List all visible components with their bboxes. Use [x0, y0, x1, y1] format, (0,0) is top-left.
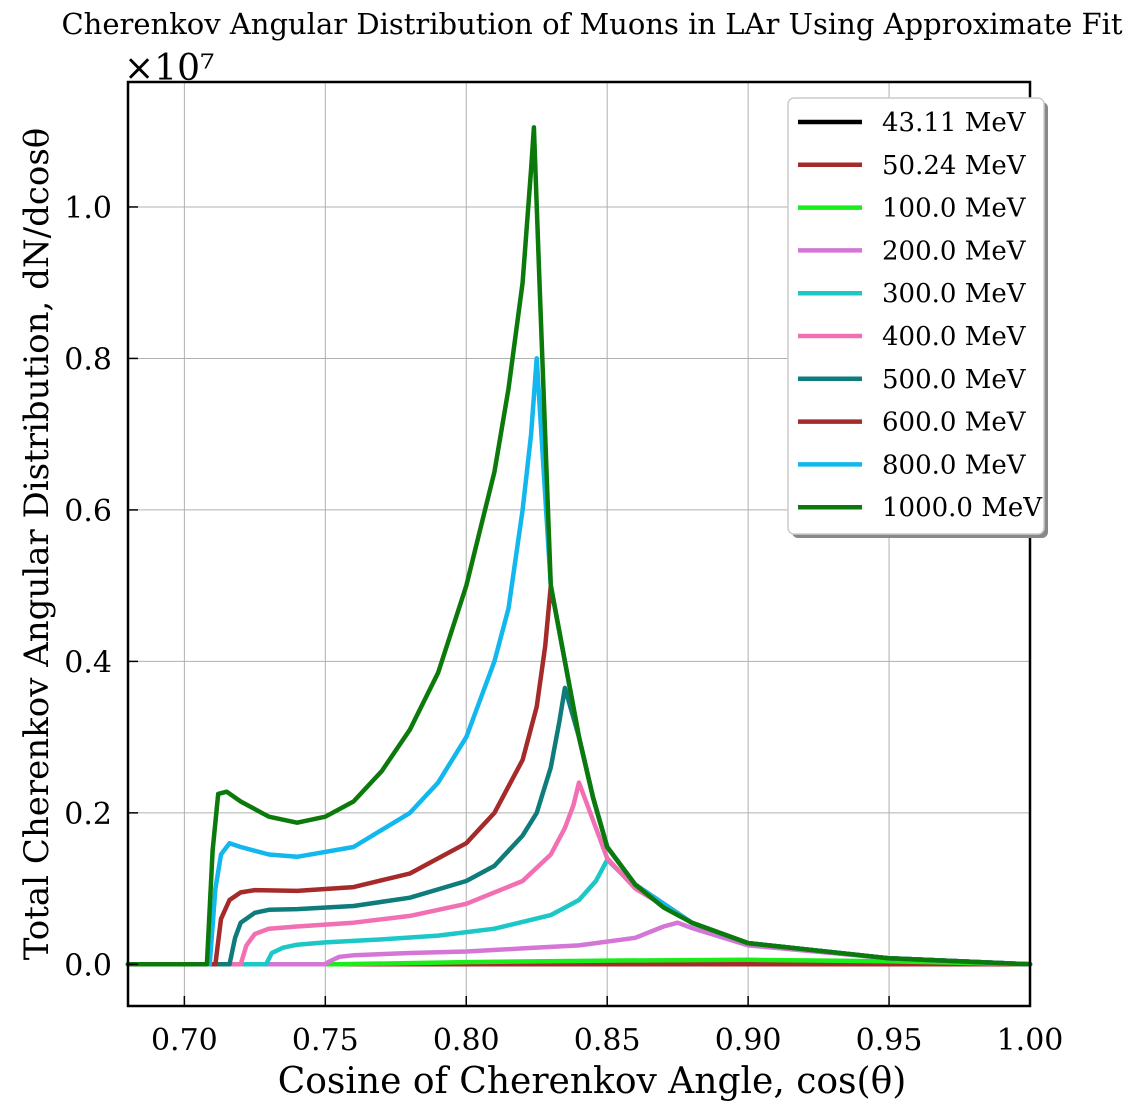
x-tick-label: 0.75: [292, 1023, 359, 1058]
x-tick-label: 0.90: [715, 1023, 782, 1058]
series-line: [125, 583, 1033, 967]
chart-title: Cherenkov Angular Distribution of Muons …: [61, 7, 1122, 41]
legend-label: 1000.0 MeV: [882, 493, 1043, 523]
y-scale-label: ×10⁷: [124, 48, 214, 89]
y-tick-label: 0.6: [64, 494, 112, 529]
y-axis-label: Total Cherenkov Angular Distribution, dN…: [17, 128, 57, 961]
legend-label: 200.0 MeV: [882, 236, 1027, 266]
legend-label: 400.0 MeV: [882, 322, 1027, 352]
x-tick-label: 0.95: [856, 1023, 923, 1058]
legend-label: 500.0 MeV: [882, 365, 1027, 395]
y-tick-label: 0.0: [64, 948, 112, 983]
y-tick-label: 1.0: [64, 191, 112, 226]
legend-label: 300.0 MeV: [882, 279, 1027, 309]
y-tick-label: 0.4: [64, 645, 112, 680]
plot-lines: [125, 125, 1033, 967]
x-tick-label: 1.00: [997, 1023, 1064, 1058]
legend-label: 43.11 MeV: [882, 108, 1027, 138]
y-axis-ticks: 0.0 0.2 0.4 0.6 0.8 1.0: [64, 191, 138, 983]
series-line: [125, 125, 1033, 967]
legend-label: 100.0 MeV: [882, 194, 1027, 224]
series-line: [125, 780, 1033, 967]
legend-label: 50.24 MeV: [882, 151, 1027, 181]
legend-label: 800.0 MeV: [882, 450, 1027, 480]
series-line: [125, 957, 1033, 967]
x-tick-label: 0.70: [151, 1023, 218, 1058]
x-tick-label: 0.80: [433, 1023, 500, 1058]
x-axis-ticks: 0.70 0.75 0.80 0.85 0.90 0.95 1.00: [151, 996, 1063, 1058]
plot-frame: [126, 80, 1032, 1008]
y-tick-label: 0.8: [64, 342, 112, 377]
y-tick-label: 0.2: [64, 797, 112, 832]
x-axis-label: Cosine of Cherenkov Angle, cos(θ): [278, 1061, 907, 1102]
x-tick-label: 0.85: [574, 1023, 641, 1058]
legend: 43.11 MeV 50.24 MeV 100.0 MeV 200.0 MeV 300.…: [787, 97, 1048, 538]
legend-label: 600.0 MeV: [882, 408, 1027, 438]
series-line: [125, 920, 1033, 967]
